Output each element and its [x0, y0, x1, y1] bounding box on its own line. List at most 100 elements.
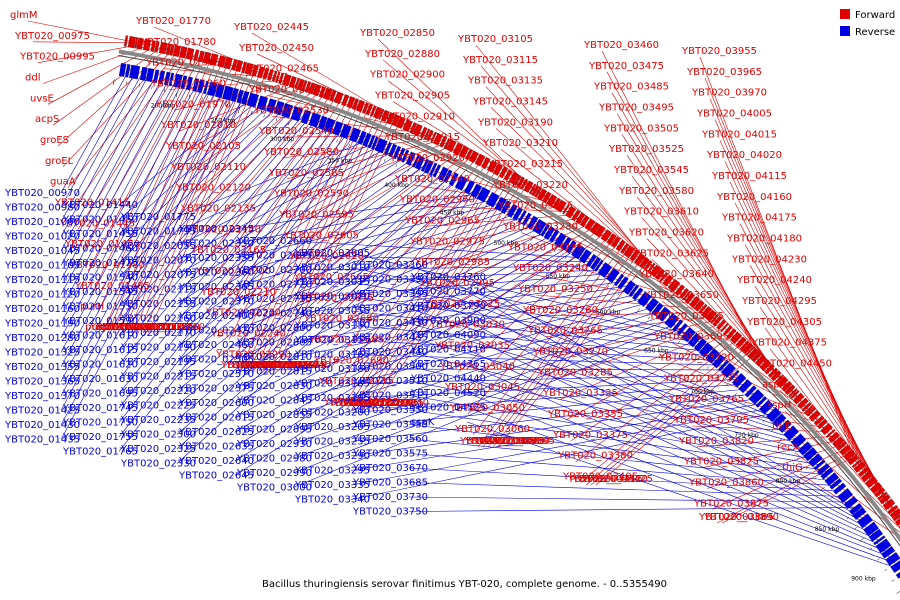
forward-gene-arrow — [127, 35, 137, 49]
forward-gene-arrow — [801, 402, 812, 412]
forward-label-connector — [696, 436, 834, 448]
reverse-gene-label: YBT020_04520 — [410, 388, 486, 399]
scale-tick — [487, 209, 490, 213]
reverse-label-connector — [350, 413, 773, 500]
reverse-gene-arrow — [454, 175, 468, 191]
reverse-gene-label: YBT020_03500 — [352, 362, 428, 373]
reverse-gene-label: YBT020_02895 — [236, 425, 312, 436]
scale-tick — [359, 148, 362, 155]
scale-tick — [706, 366, 710, 369]
reverse-label-connector — [350, 339, 718, 361]
forward-gene-arrow — [894, 518, 900, 526]
forward-gene-arrow — [534, 186, 543, 198]
reverse-gene-label: YBT020_03560 — [352, 434, 428, 445]
forward-gene-arrow — [528, 183, 537, 195]
forward-gene-arrow — [847, 454, 860, 466]
forward-label-connector — [482, 252, 633, 448]
forward-gene-arrow — [123, 35, 129, 47]
reverse-gene-arrow — [837, 488, 854, 504]
reverse-gene-arrow — [651, 302, 664, 317]
forward-gene-arrow — [720, 322, 730, 333]
forward-label-connector — [382, 59, 538, 192]
forward-gene-arrow — [562, 203, 570, 215]
reverse-label-connector — [234, 249, 576, 462]
forward-gene-label: YBT020_03025 — [424, 299, 500, 310]
legend-forward-swatch — [840, 9, 850, 19]
forward-gene-label: YBT020_01760 — [129, 322, 205, 333]
scale-tick — [237, 107, 241, 114]
forward-gene-label: recX — [777, 442, 800, 453]
forward-gene-label: YBT020_03240 — [512, 263, 588, 274]
forward-gene-arrow — [565, 205, 577, 219]
forward-gene-arrow — [700, 306, 713, 318]
reverse-gene-label: YBT020_02930 — [236, 439, 312, 450]
forward-label-connector — [243, 108, 369, 372]
reverse-gene-arrow — [476, 186, 491, 203]
forward-gene-label: YBT020_02375 — [225, 360, 301, 371]
forward-gene-label: YBT020_03765 — [668, 394, 744, 405]
forward-gene-label: YBT020_02940 — [394, 174, 470, 185]
reverse-label-connector — [176, 159, 412, 319]
forward-gene-arrow — [705, 309, 718, 323]
reverse-gene-label: YBT020_02190 — [120, 343, 196, 354]
reverse-gene-arrow — [145, 67, 155, 83]
reverse-gene-label: YBT020_03670 — [352, 463, 428, 474]
scale-tick — [854, 527, 857, 530]
forward-gene-arrow — [486, 160, 498, 173]
reverse-label-connector — [60, 73, 143, 223]
forward-gene-label: YBT020_03035 — [434, 341, 510, 352]
forward-label-connector — [341, 168, 498, 409]
reverse-gene-arrow — [118, 62, 127, 77]
forward-gene-label: purN — [85, 322, 109, 333]
forward-gene-arrow — [667, 278, 677, 290]
reverse-gene-label: YBT020_01755 — [62, 432, 138, 443]
forward-gene-arrow — [271, 70, 278, 83]
reverse-label-connector — [118, 109, 283, 278]
reverse-gene-label: YBT020_03750 — [352, 507, 428, 518]
forward-gene-label: YBT020_03040 — [439, 361, 515, 372]
forward-gene-arrow — [531, 184, 540, 197]
reverse-gene-label: YBT020_02360 — [178, 268, 254, 279]
reverse-gene-label: YBT020_02635 — [178, 442, 254, 453]
reverse-label-connector — [234, 253, 582, 476]
reverse-label-connector — [292, 324, 676, 474]
scale-tick — [189, 94, 191, 98]
forward-gene-label: YBT020_02445 — [233, 22, 309, 33]
forward-gene-arrow — [136, 37, 144, 50]
forward-gene-arrow — [373, 106, 383, 120]
forward-gene-label: YBT020_04295 — [741, 296, 817, 307]
forward-gene-label: purH — [80, 302, 104, 313]
forward-gene-label: YBT020_02685 — [308, 335, 384, 346]
forward-label-connector — [142, 71, 262, 334]
forward-gene-arrow — [754, 354, 767, 367]
reverse-gene-label: YBT020_02400 — [178, 311, 254, 322]
scale-tick-label: 900 kbp — [851, 576, 876, 583]
forward-gene-arrow — [542, 191, 552, 204]
reverse-gene-arrow — [158, 70, 166, 85]
reverse-gene-label: YBT020_02845 — [236, 396, 312, 407]
forward-gene-label: YBT020_03525 — [608, 144, 684, 155]
scale-tick — [530, 235, 535, 241]
reverse-label-connector — [466, 334, 876, 536]
forward-gene-label: YBT020_01625 — [89, 322, 165, 333]
forward-gene-label: glmM — [10, 10, 38, 21]
forward-gene-arrow — [606, 233, 617, 246]
reverse-gene-label: YBT020_03555 — [352, 420, 428, 431]
reverse-gene-label: YBT020_02160 — [120, 314, 196, 325]
forward-gene-arrow — [634, 252, 646, 266]
reverse-gene-arrow — [401, 149, 410, 163]
forward-gene-label: YBT020_02850 — [359, 28, 435, 39]
reverse-label-connector — [292, 255, 593, 263]
reverse-label-connector — [408, 424, 828, 476]
reverse-label-connector — [466, 363, 884, 547]
reverse-gene-label: YBT020_03150 — [294, 321, 370, 332]
forward-gene-label: YBT020_03485 — [593, 82, 669, 93]
legend-reverse-swatch — [840, 26, 850, 36]
forward-gene-label: YBT020_03505 — [603, 123, 679, 134]
reverse-label-connector — [60, 76, 156, 252]
forward-gene-label: YBT020_03825 — [683, 457, 759, 468]
forward-gene-arrow — [882, 498, 896, 511]
reverse-label-connector — [292, 269, 604, 285]
reverse-gene-arrow — [485, 191, 500, 208]
reverse-label-connector — [176, 150, 393, 276]
